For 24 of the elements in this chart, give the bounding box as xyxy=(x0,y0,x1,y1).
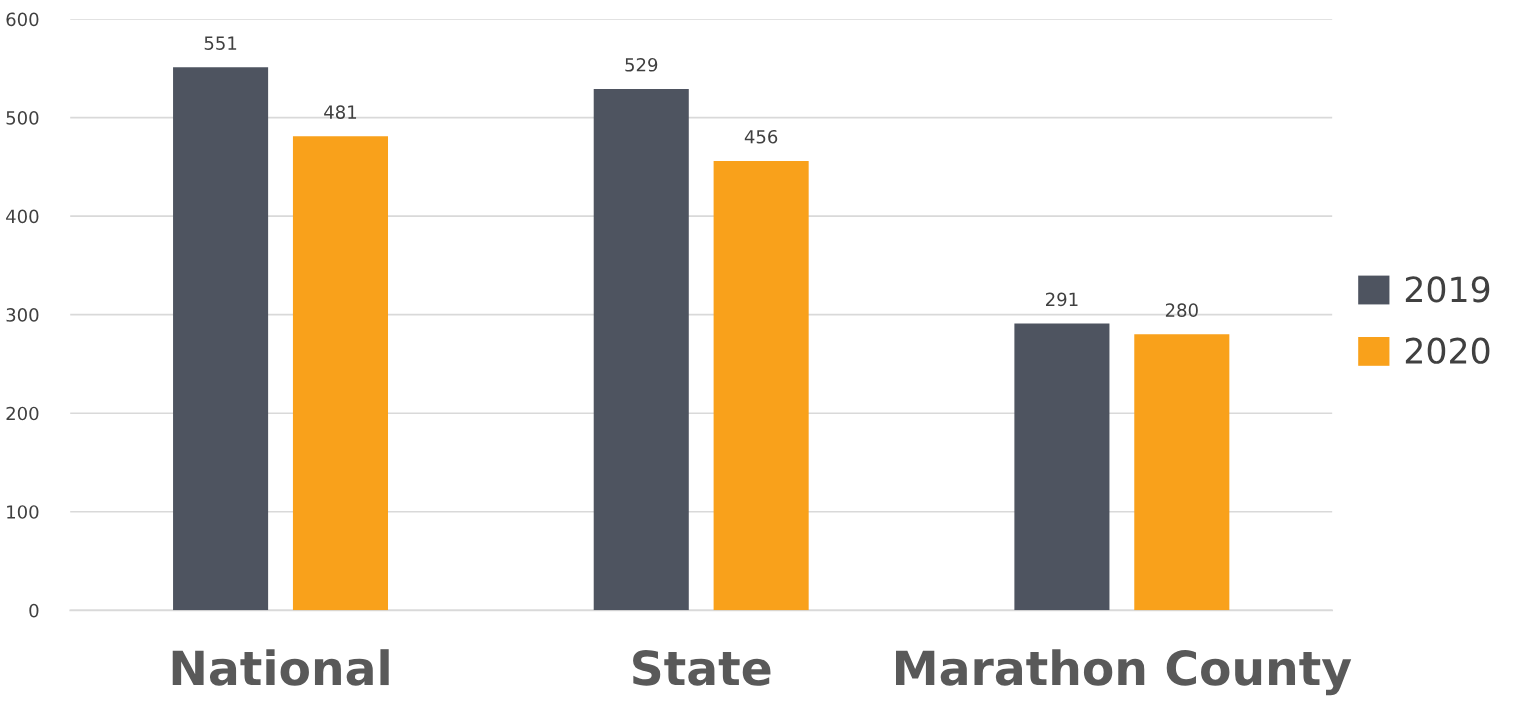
y-tick-label: 500 xyxy=(6,111,39,125)
x-tick-label: State xyxy=(633,650,771,686)
bar xyxy=(292,136,389,611)
y-tick-label: 600 xyxy=(6,12,39,27)
data-label: 551 xyxy=(204,36,237,50)
legend-label: 2020 xyxy=(1405,337,1490,364)
y-tick-label: 100 xyxy=(7,505,39,519)
x-tick-label: National xyxy=(172,649,389,686)
bar xyxy=(593,88,689,611)
bar xyxy=(173,67,269,611)
y-tick-label: 200 xyxy=(6,406,39,421)
legend-label: 2019 xyxy=(1405,276,1490,303)
y-tick-label: 400 xyxy=(6,209,39,224)
data-label: 529 xyxy=(625,57,658,72)
data-label: 456 xyxy=(744,129,778,144)
y-tick-label: 300 xyxy=(6,308,39,322)
bar xyxy=(713,160,809,611)
x-tick-label: Marathon County xyxy=(896,649,1352,696)
data-label: 280 xyxy=(1165,303,1198,317)
bar xyxy=(1014,323,1110,611)
data-label: 481 xyxy=(324,105,357,119)
data-label: 291 xyxy=(1046,292,1078,307)
y-tick-label: 0 xyxy=(29,603,39,618)
bar xyxy=(1134,334,1230,611)
